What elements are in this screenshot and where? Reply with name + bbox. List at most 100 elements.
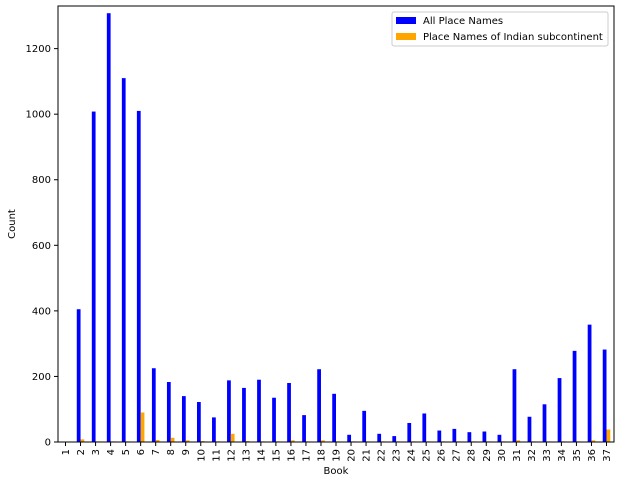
- x-tick-label-book-25: 25: [422, 449, 433, 462]
- x-tick-label-book-14: 14: [256, 449, 267, 462]
- x-tick-label-book-17: 17: [301, 449, 312, 462]
- x-tick-label-book-29: 29: [482, 449, 493, 462]
- x-tick-label-book-24: 24: [407, 449, 418, 462]
- bar-series1-book-36: [591, 440, 596, 442]
- bar-series0-book-33: [542, 404, 547, 442]
- x-tick-label-book-37: 37: [602, 449, 613, 462]
- bar-series0-book-15: [272, 397, 276, 442]
- bar-series0-book-25: [422, 413, 427, 442]
- bar-series1-book-7: [155, 440, 160, 442]
- x-tick-label-book-13: 13: [241, 449, 252, 462]
- bar-series0-book-4: [106, 13, 111, 443]
- bar-series1-book-8: [170, 437, 175, 442]
- y-tick-label: 600: [32, 241, 51, 252]
- legend-label-all-place-names: All Place Names: [423, 16, 503, 27]
- bar-series0-book-23: [392, 436, 397, 442]
- plot-frame: [57, 5, 615, 443]
- bar-series0-book-24: [407, 422, 412, 442]
- y-tick-label: 1200: [26, 44, 51, 55]
- x-tick-label-book-15: 15: [271, 449, 282, 462]
- bar-series0-book-17: [302, 415, 306, 442]
- x-tick-label-book-33: 33: [542, 449, 553, 462]
- legend: All Place Names Place Names of Indian su…: [391, 11, 609, 47]
- x-tick-label-book-7: 7: [151, 449, 162, 455]
- x-tick-label-book-28: 28: [467, 449, 478, 462]
- x-tick-label-book-10: 10: [196, 449, 207, 462]
- x-tick-label-book-30: 30: [497, 449, 508, 462]
- y-tick-label: 0: [45, 438, 51, 449]
- bar-series0-book-22: [377, 433, 382, 442]
- x-tick-label-book-16: 16: [286, 449, 297, 462]
- bar-series0-book-19: [332, 393, 336, 442]
- x-tick-label-book-35: 35: [572, 449, 583, 462]
- x-tick-label-book-20: 20: [347, 449, 358, 462]
- bar-series1-book-37: [606, 429, 611, 442]
- bar-series0-book-10: [197, 402, 201, 442]
- legend-label-indian-subcontinent: Place Names of Indian subcontinent: [423, 32, 603, 43]
- x-tick-label-book-11: 11: [211, 449, 222, 462]
- x-tick-label-book-5: 5: [121, 449, 132, 455]
- bar-series0-book-37: [602, 349, 607, 442]
- x-tick-label-book-23: 23: [392, 449, 403, 462]
- bar-series0-book-9: [181, 396, 186, 442]
- legend-swatch-indian-subcontinent: [396, 33, 416, 40]
- y-tick-label: 200: [32, 372, 51, 383]
- bar-series0-book-18: [317, 369, 321, 442]
- legend-swatch-all-place-names: [396, 17, 416, 24]
- x-tick-label-book-31: 31: [512, 449, 523, 462]
- bar-series0-book-30: [497, 434, 502, 442]
- bar-series0-book-34: [557, 378, 562, 442]
- bar-series1-book-31: [516, 440, 521, 442]
- x-tick-label-book-1: 1: [61, 449, 72, 455]
- x-tick-label-book-19: 19: [332, 449, 343, 462]
- x-tick-label-book-6: 6: [136, 449, 147, 455]
- bar-series0-book-36: [587, 324, 592, 442]
- bar-series1-book-6: [140, 412, 145, 442]
- x-tick-label-book-2: 2: [76, 449, 87, 455]
- x-axis-ticks: 1 2 3 4 5 6 7 8 9 10 11 12 13 14 15 16 17 18 19 20 21 22 23 24 2…: [61, 442, 613, 462]
- y-tick-label: 800: [32, 175, 51, 186]
- bar-series0-book-29: [482, 431, 487, 442]
- bar-series0-book-27: [452, 428, 457, 442]
- bar-series0-book-8: [166, 382, 171, 442]
- bar-series0-book-13: [242, 387, 246, 442]
- bar-series0-book-21: [362, 410, 367, 442]
- x-axis-label: Book: [324, 466, 349, 477]
- y-axis-label: Count: [7, 209, 18, 239]
- x-tick-label-book-32: 32: [527, 449, 538, 462]
- bar-series1-book-16: [290, 440, 295, 442]
- x-tick-label-book-3: 3: [91, 449, 102, 455]
- bar-series0-book-2: [76, 309, 81, 442]
- bar-series0-book-16: [287, 382, 291, 442]
- x-tick-label-book-34: 34: [557, 449, 568, 462]
- bar-series1-book-9: [185, 440, 190, 442]
- bar-series0-book-3: [91, 111, 96, 442]
- bar-series0-book-28: [467, 432, 472, 442]
- x-tick-label-book-9: 9: [181, 449, 192, 455]
- bar-series0-book-26: [437, 430, 442, 442]
- y-axis-ticks: 0 200 400 600 800 1000 1200: [26, 44, 58, 449]
- bar-series1-book-2: [80, 439, 85, 442]
- x-tick-label-book-4: 4: [106, 449, 117, 455]
- bar-series0-book-35: [572, 350, 577, 442]
- x-tick-label-book-12: 12: [226, 449, 237, 462]
- bars-layer: [76, 13, 611, 443]
- legend-box: [391, 11, 609, 47]
- x-tick-label-book-22: 22: [377, 449, 388, 462]
- y-tick-label: 400: [32, 306, 51, 317]
- bar-series0-book-14: [257, 379, 261, 442]
- x-tick-label-book-8: 8: [166, 449, 177, 455]
- x-tick-label-book-18: 18: [316, 449, 327, 462]
- bar-series0-book-20: [347, 434, 352, 442]
- bar-series0-book-31: [512, 369, 517, 442]
- x-tick-label-book-26: 26: [437, 449, 448, 462]
- bar-series1-book-18: [320, 440, 325, 442]
- bar-series0-book-12: [227, 380, 231, 442]
- bar-series0-book-6: [136, 110, 141, 443]
- y-tick-label: 1000: [26, 110, 51, 121]
- x-tick-label-book-27: 27: [452, 449, 463, 462]
- bar-series1-book-12: [230, 433, 235, 442]
- bar-series0-book-11: [212, 417, 216, 442]
- bar-series0-book-7: [151, 368, 156, 442]
